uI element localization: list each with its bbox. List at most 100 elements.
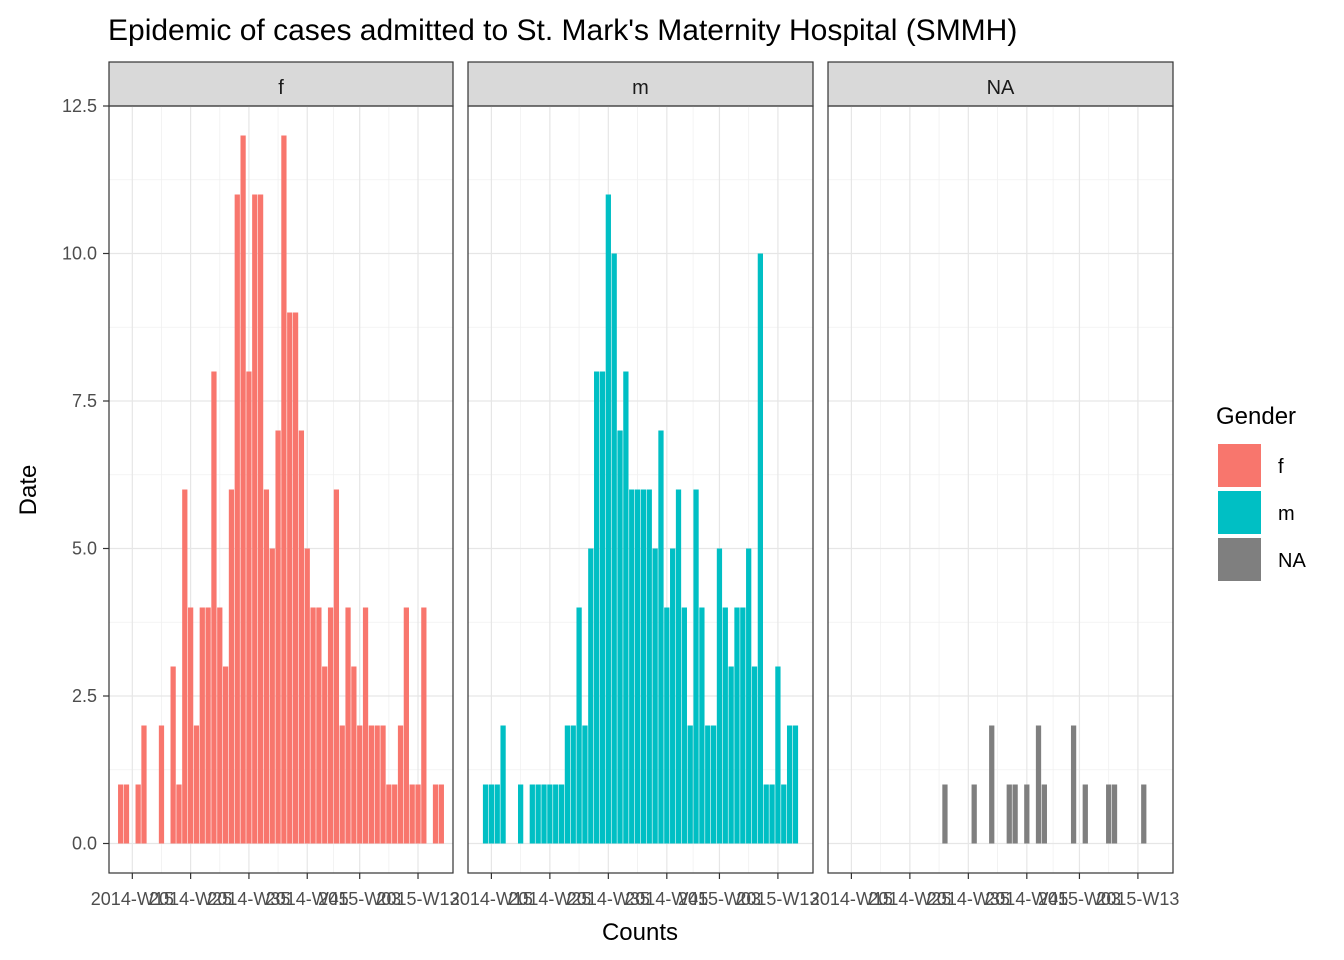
panel-border bbox=[467, 105, 814, 874]
bar bbox=[222, 666, 229, 844]
bar bbox=[617, 430, 623, 844]
bar bbox=[792, 725, 799, 844]
panel-f: f 2014-W152014-W252014-W352014-W452015-W0… bbox=[91, 61, 460, 909]
bar bbox=[699, 607, 705, 844]
x-tick-label: 2014-W45 bbox=[266, 889, 349, 909]
bar bbox=[500, 725, 506, 844]
bar bbox=[705, 725, 711, 844]
bar bbox=[553, 784, 559, 844]
bar bbox=[576, 607, 582, 844]
bar bbox=[1041, 784, 1047, 844]
panel-border bbox=[827, 105, 1174, 874]
bar bbox=[611, 253, 617, 844]
bar bbox=[380, 725, 386, 844]
legend-label: m bbox=[1278, 503, 1295, 525]
bar bbox=[182, 489, 188, 844]
bar bbox=[942, 784, 948, 844]
x-tick-label: 2015-W03 bbox=[318, 889, 401, 909]
bar bbox=[345, 607, 351, 844]
facet-strip-label: f bbox=[278, 77, 284, 99]
legend-key-m bbox=[1218, 491, 1261, 534]
bar bbox=[298, 430, 305, 844]
bar bbox=[188, 607, 194, 844]
bar bbox=[675, 489, 682, 844]
bar bbox=[588, 548, 594, 844]
bar bbox=[634, 489, 641, 844]
bar bbox=[432, 784, 439, 844]
bar bbox=[646, 489, 652, 844]
panel-na: NA2014-W152014-W252014-W352014-W452015-W… bbox=[810, 61, 1179, 909]
bar bbox=[769, 784, 775, 844]
legend-key-na bbox=[1218, 538, 1261, 581]
bar bbox=[374, 725, 380, 844]
panel-border bbox=[108, 105, 454, 874]
legend-label: NA bbox=[1278, 550, 1306, 572]
facet-panels: f2014-W152014-W252014-W352014-W452015-W0… bbox=[91, 61, 1179, 909]
bar bbox=[775, 666, 781, 844]
x-tick-label: 2015-W13 bbox=[376, 889, 459, 909]
bar bbox=[693, 489, 699, 844]
bar bbox=[652, 548, 658, 844]
x-tick-label: 2014-W45 bbox=[625, 889, 708, 909]
facet-strip bbox=[827, 61, 1174, 107]
bar bbox=[734, 607, 740, 844]
bar bbox=[751, 666, 758, 844]
bar bbox=[687, 725, 693, 844]
y-axis: 0.0 2.5 5.0 7.5 10.0 12.5 bbox=[62, 96, 109, 854]
bar bbox=[217, 607, 223, 844]
bar bbox=[629, 489, 635, 844]
bar bbox=[252, 194, 258, 844]
bar bbox=[246, 371, 252, 844]
bar bbox=[415, 784, 421, 844]
bar bbox=[269, 548, 275, 844]
x-tick-label: 2014-W45 bbox=[985, 889, 1068, 909]
bar bbox=[535, 784, 541, 844]
bar bbox=[263, 489, 270, 844]
legend-label: f bbox=[1278, 456, 1284, 478]
bar bbox=[488, 784, 495, 844]
bar bbox=[570, 725, 576, 844]
bar bbox=[170, 666, 176, 844]
bar bbox=[781, 784, 787, 844]
bar bbox=[281, 135, 287, 844]
x-tick-label: 2014-W35 bbox=[927, 889, 1010, 909]
bar bbox=[541, 784, 547, 844]
bar bbox=[158, 725, 165, 844]
bar bbox=[1106, 784, 1112, 844]
y-tick-label: 5.0 bbox=[72, 539, 97, 559]
bar bbox=[333, 489, 340, 844]
bar bbox=[438, 784, 444, 844]
bar bbox=[558, 784, 565, 844]
bar bbox=[594, 371, 600, 844]
bar bbox=[339, 725, 345, 844]
bar bbox=[386, 784, 392, 844]
bar bbox=[670, 548, 676, 844]
bar bbox=[971, 784, 977, 844]
bar bbox=[409, 784, 415, 844]
bar bbox=[1035, 725, 1042, 844]
bar bbox=[275, 430, 281, 844]
bar bbox=[605, 194, 611, 844]
bar bbox=[123, 784, 130, 844]
x-tick-label: 2014-W25 bbox=[149, 889, 232, 909]
chart-title: Epidemic of cases admitted to St. Mark's… bbox=[108, 14, 1017, 47]
x-axis-title: Counts bbox=[602, 919, 678, 946]
bar bbox=[681, 607, 687, 844]
bar bbox=[786, 725, 793, 844]
bar bbox=[193, 725, 200, 844]
x-tick-label: 2014-W15 bbox=[91, 889, 174, 909]
bar bbox=[763, 784, 769, 844]
y-tick-label: 7.5 bbox=[72, 391, 97, 411]
bar bbox=[1141, 784, 1147, 844]
legend-title: Gender bbox=[1216, 403, 1296, 430]
bar bbox=[118, 784, 124, 844]
y-tick-label: 10.0 bbox=[62, 244, 97, 264]
facet-strip bbox=[108, 61, 454, 107]
x-tick-label: 2014-W15 bbox=[450, 889, 533, 909]
bar bbox=[1070, 725, 1077, 844]
bar bbox=[1111, 784, 1118, 844]
bar bbox=[362, 607, 369, 844]
facet-strip-label: NA bbox=[987, 77, 1015, 99]
bar bbox=[135, 784, 141, 844]
